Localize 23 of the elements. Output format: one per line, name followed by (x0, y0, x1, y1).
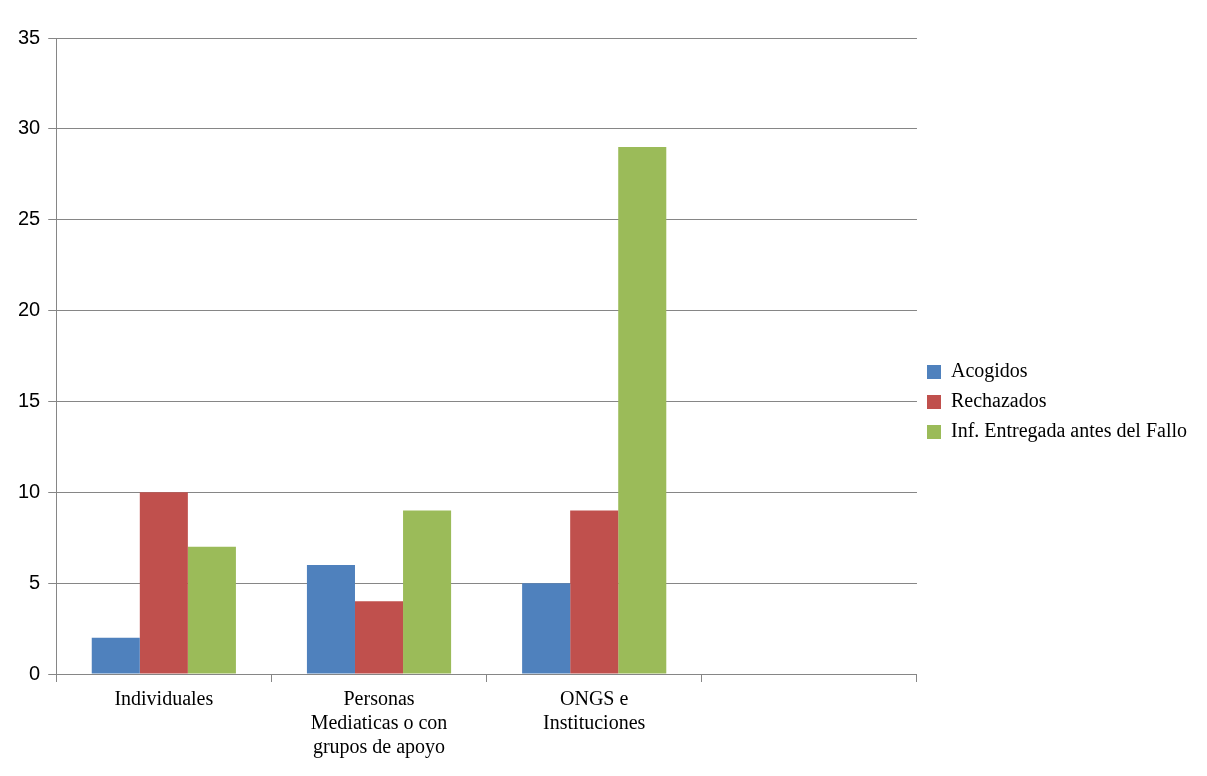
y-tick-label: 10 (18, 479, 41, 502)
legend-label: Inf. Entregada antes del Fallo (950, 419, 1188, 443)
bar (139, 492, 188, 674)
y-tick-label: 0 (29, 661, 41, 684)
bar (618, 147, 667, 674)
y-tick-label: 30 (18, 116, 41, 139)
legend-label: Acogidos (950, 359, 1028, 383)
bar (354, 601, 404, 674)
y-tick-label: 35 (18, 25, 41, 48)
y-tick-label: 20 (18, 298, 41, 321)
bar (91, 637, 140, 674)
legend-label: Rechazados (950, 389, 1047, 412)
bar (187, 546, 236, 674)
x-tick-label: Personas Mediaticas o con grupos de apoyo (310, 687, 448, 759)
bar (570, 510, 619, 674)
bar (306, 564, 355, 674)
y-tick-label: 5 (29, 570, 41, 593)
y-tick-label: 15 (18, 388, 41, 411)
bar (522, 583, 571, 674)
y-tick-label: 25 (18, 207, 41, 230)
bar (403, 510, 452, 674)
x-tick-label: ONGS e Instituciones (543, 687, 646, 734)
x-tick-label: Individuales (114, 687, 214, 710)
